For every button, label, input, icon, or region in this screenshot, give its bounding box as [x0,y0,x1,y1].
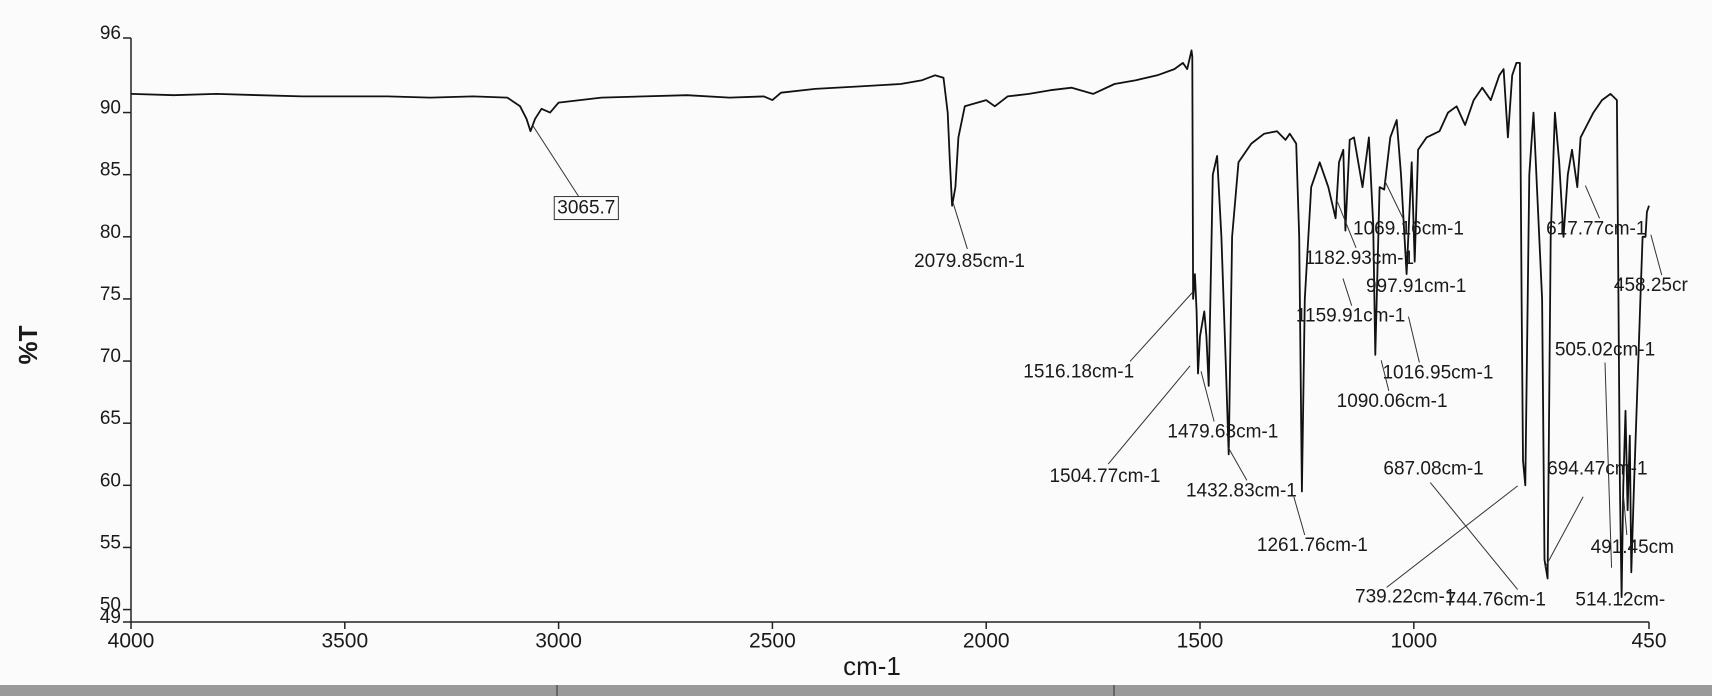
annotation: 744.76cm-1 [1446,590,1546,611]
annotation-leader [1407,316,1420,363]
annotation-leader [1380,360,1390,391]
x-tick-label: 2000 [963,630,1010,653]
annotation: 505.02cm-1 [1555,339,1655,360]
annotation-leader [1383,179,1404,219]
annotation: 1261.76cm-1 [1257,535,1368,556]
x-tick-label: 450 [1631,630,1666,653]
annotation: 997.91cm-1 [1366,276,1466,297]
annotation: 1504.77cm-1 [1049,466,1160,487]
y-tick-label: 60 [100,470,121,491]
annotation: 1090.06cm-1 [1337,391,1448,412]
y-tick-label: 75 [100,284,121,305]
annotation-leader [1200,371,1215,422]
annotation-leader [1337,201,1357,249]
y-tick-label: 55 [100,532,121,553]
annotation: 617.77cm-1 [1546,218,1646,239]
annotation-leader [1129,292,1193,362]
annotation-leader [532,125,580,197]
y-tick-label: 70 [100,346,121,367]
annotation: 687.08cm-1 [1383,459,1483,480]
x-tick-label: 3500 [321,630,368,653]
annotation: 1182.93cm-1 [1305,248,1415,269]
y-tick-label: 80 [100,222,121,243]
x-axis-label: cm-1 [843,651,901,681]
annotation: 1069.16cm-1 [1353,218,1464,239]
y-tick-label: 90 [100,98,121,119]
y-tick-label: 96 [100,23,121,44]
x-tick-label: 1500 [1177,630,1224,653]
annotation-leader [1544,496,1584,568]
annotation: 1432.83cm-1 [1186,480,1297,501]
annotation-leader [1650,234,1663,276]
x-tick-label: 3000 [535,630,582,653]
y-tick-label: 50 [100,595,121,616]
x-tick-label: 4000 [108,630,155,653]
annotation-leader [1429,482,1519,590]
annotation-box [553,196,619,221]
annotation-leader [1293,496,1306,536]
y-tick-label: 85 [100,160,121,181]
annotation: 2079.85cm-1 [914,251,1025,272]
annotation: 694.47cm-1 [1547,459,1647,480]
x-tick-label: 2500 [749,630,796,653]
annotation-leader [1584,185,1600,219]
annotation-leader [952,202,968,250]
annotation-leader [1342,278,1353,306]
annotation-leader [1107,365,1191,465]
annotation: 3065.7 [557,198,615,219]
annotation-leader [1623,496,1628,536]
annotation: 1516.18cm-1 [1023,361,1134,382]
x-tick-label: 1000 [1390,630,1437,653]
y-tick-label: 49 [100,607,121,628]
annotation: 739.22cm-1 [1355,586,1455,607]
spectrum-line [130,49,1650,598]
annotation: 1159.91cm-1 [1296,306,1406,327]
annotation: 491.45cm [1591,537,1674,558]
y-tick-label: 65 [100,408,121,429]
annotation: 1479.63cm-1 [1167,421,1278,442]
annotation: 514.12cm- [1575,590,1665,611]
annotation: 1016.95cm-1 [1382,362,1493,383]
annotation-leader [1386,485,1518,588]
annotation-leader [1604,362,1613,568]
annotation: 458.25cr [1614,275,1689,296]
y-axis-label: %T [13,325,43,364]
annotation-leader [1227,447,1248,481]
footer-bar [0,685,1712,696]
